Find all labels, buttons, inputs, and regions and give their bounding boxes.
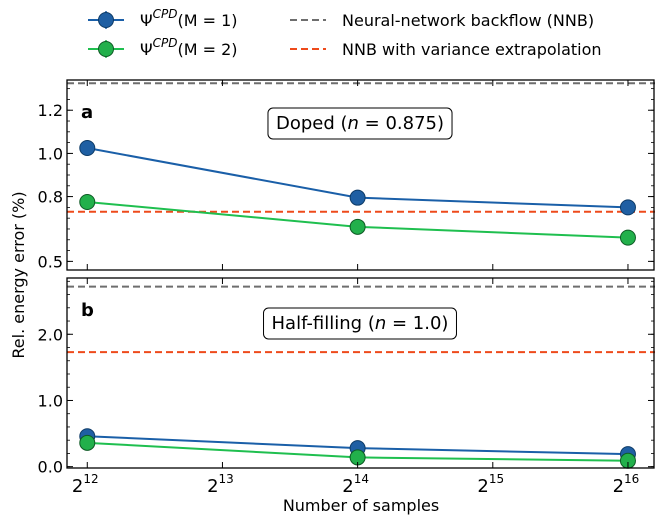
xtick-label-4: 216 [613, 472, 640, 497]
panel-a-grid-lines [67, 82, 655, 213]
xtick-label-3: 215 [477, 472, 504, 497]
panel-b-grid-lines [67, 285, 655, 354]
panel-b-ticks: 0.0 1.0 2.0 [38, 278, 654, 477]
panel-a-letter: a [81, 102, 93, 123]
legend-entry-nnb: Neural-network backflow (NNB) [290, 11, 594, 30]
point-m1-a-0 [79, 140, 96, 157]
ytick-label-a-3: 1.2 [38, 101, 63, 120]
panel-b-letter: b [81, 300, 94, 321]
panel-a-annotation-box [267, 107, 453, 140]
legend-entry-m2: ΨCPD(M = 2) [88, 36, 238, 59]
xtick-label-0: 212 [72, 472, 99, 497]
point-m2-a-2 [619, 229, 636, 246]
panel-b-annotation-text: Half-filling (n = 1.0) [272, 313, 449, 334]
legend-m1-label: ΨCPD(M = 1) [140, 7, 238, 30]
xtick-label-1: 213 [207, 472, 234, 497]
legend: ΨCPD(M = 1) ΨCPD(M = 2) Neural-network b… [88, 7, 602, 59]
point-m1-a-2 [619, 199, 636, 216]
panel-a-series [79, 140, 636, 246]
point-m1-a-1 [349, 189, 366, 206]
legend-nnb-var-label: NNB with variance extrapolation [342, 40, 602, 59]
xtick-label-2: 214 [342, 472, 369, 497]
ytick-label-a-0: 0.5 [38, 252, 63, 271]
panel-a-annotation: Doped (n = 0.875) [267, 107, 453, 140]
panel-b-annotation: Half-filling (n = 1.0) [263, 307, 457, 340]
ytick-label-a-1: 0.8 [38, 188, 63, 207]
panel-b: 0.0 1.0 2.0 b Half-filling (n = 1.0) [38, 277, 655, 477]
legend-m2-label: ΨCPD(M = 2) [140, 36, 238, 59]
ytick-label-b-1: 1.0 [38, 391, 63, 410]
legend-m1-marker [98, 12, 114, 28]
legend-entry-nnb-var: NNB with variance extrapolation [290, 40, 602, 59]
panel-b-frame [66, 277, 655, 469]
legend-m2-marker [98, 41, 114, 57]
y-axis-label: Rel. energy error (%) [9, 191, 28, 358]
ytick-label-b-2: 2.0 [38, 325, 63, 344]
legend-entry-m1: ΨCPD(M = 1) [88, 7, 238, 30]
point-m2-a-1 [349, 218, 366, 235]
ytick-label-b-0: 0.0 [38, 458, 63, 477]
panel-a: 0.5 0.8 1.0 1.2 a Doped (n = 0.875) [38, 79, 655, 271]
panel-a-annotation-text: Doped (n = 0.875) [276, 113, 444, 134]
point-m2-b-0 [79, 434, 96, 451]
panel-a-frame [66, 79, 655, 271]
panel-b-annotation-box [263, 307, 457, 340]
point-m2-a-0 [79, 193, 96, 210]
x-axis-label: Number of samples [283, 496, 439, 515]
legend-nnb-label: Neural-network backflow (NNB) [342, 11, 594, 30]
panel-b-series [79, 428, 636, 469]
ytick-label-a-2: 1.0 [38, 144, 63, 163]
x-tick-labels: 212 213 214 215 216 [72, 472, 639, 497]
